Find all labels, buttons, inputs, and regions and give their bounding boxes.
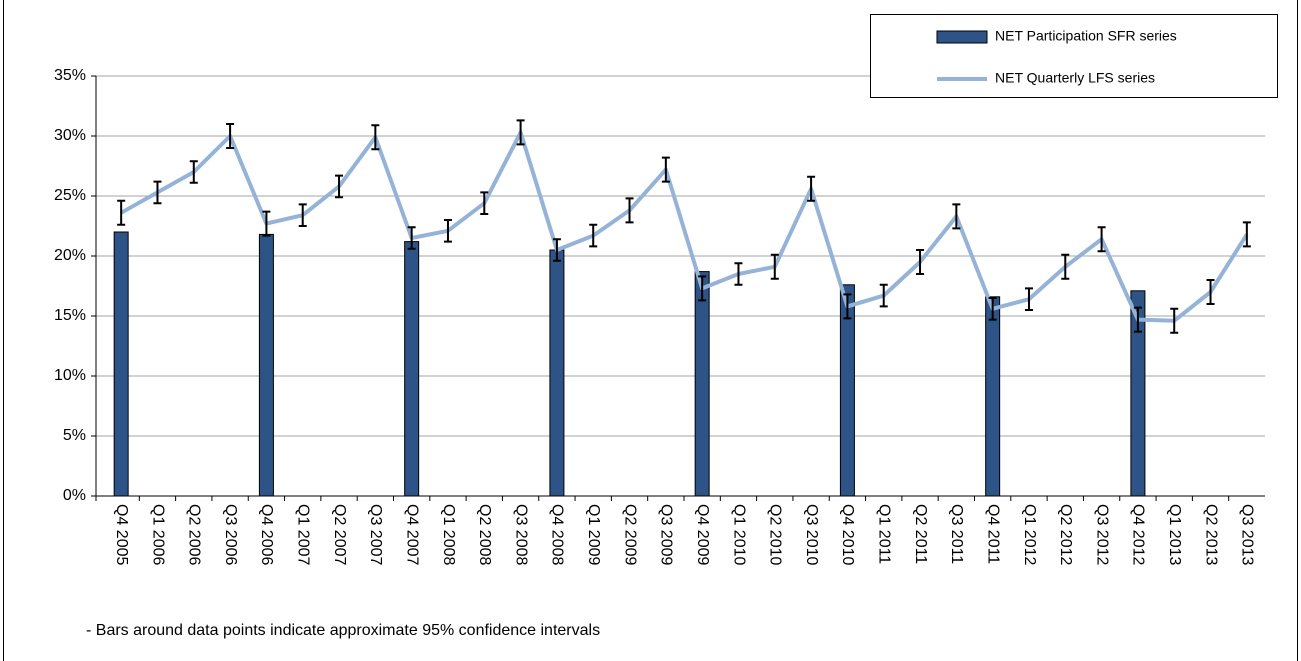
x-tick-label: Q4 2010 [839, 504, 856, 565]
error-bar [1024, 287, 1033, 311]
x-tick-label: Q2 2012 [1057, 504, 1074, 565]
x-tick-label: Q1 2011 [875, 504, 892, 564]
error-bar [734, 262, 743, 286]
error-bar [1170, 307, 1179, 334]
legend-swatch [936, 30, 988, 44]
x-tick-label: Q3 2007 [367, 504, 384, 565]
x-tick-label: Q1 2009 [585, 504, 602, 565]
bar [549, 249, 565, 497]
error-bar [879, 283, 888, 308]
error-bar [916, 249, 925, 275]
x-tick-label: Q2 2009 [621, 504, 638, 565]
error-bar [1061, 253, 1070, 280]
legend: NET Participation SFR series NET Quarterl… [870, 14, 1278, 98]
x-tick-label: Q2 2007 [331, 504, 348, 565]
error-bar [226, 123, 235, 149]
error-bar [1097, 226, 1106, 253]
x-tick-label: Q1 2013 [1166, 504, 1183, 565]
y-tick-label: 10% [54, 367, 86, 384]
bar [985, 296, 1001, 497]
x-tick-label: Q1 2006 [149, 504, 166, 565]
x-tick-label: Q4 2011 [984, 504, 1001, 564]
x-tick-label: Q3 2008 [512, 504, 529, 565]
x-tick-label: Q4 2012 [1130, 504, 1147, 565]
bar [113, 231, 129, 497]
x-tick-label: Q1 2007 [294, 504, 311, 565]
x-tick-label: Q4 2008 [549, 504, 566, 565]
x-tick-label: Q2 2013 [1202, 504, 1219, 565]
x-tick-label: Q2 2008 [476, 504, 493, 565]
line [120, 130, 1249, 323]
bar [404, 241, 420, 497]
error-bar [625, 197, 634, 224]
x-tick-label: Q4 2005 [113, 504, 130, 565]
error-bar [552, 238, 561, 262]
annotation: - Bars around data points indicate appro… [86, 622, 600, 639]
x-tick-label: Q3 2012 [1093, 504, 1110, 565]
y-tick-label: 0% [63, 487, 86, 504]
error-bar [807, 175, 816, 202]
x-tick-label: Q3 2009 [658, 504, 675, 565]
bar [694, 271, 710, 497]
error-bar [589, 223, 598, 248]
x-tick-label: Q4 2007 [403, 504, 420, 565]
legend-label: NET Quarterly LFS series [995, 70, 1155, 86]
y-tick-label: 15% [54, 307, 86, 324]
y-tick-label: 25% [54, 187, 86, 204]
error-bar [480, 191, 489, 215]
error-bar [335, 174, 344, 199]
error-bar [698, 275, 707, 302]
error-bar [770, 253, 779, 280]
y-tick-label: 20% [54, 247, 86, 264]
x-tick-label: Q2 2011 [912, 504, 929, 564]
x-tick-label: Q2 2010 [767, 504, 784, 565]
y-tick-label: 5% [63, 427, 86, 444]
x-tick-label: Q3 2010 [803, 504, 820, 565]
chart-border [3, 0, 1298, 661]
error-bar [988, 297, 997, 321]
error-bar [262, 210, 271, 237]
error-bar [843, 293, 852, 320]
x-tick-label: Q2 2006 [186, 504, 203, 565]
x-tick-label: Q4 2009 [694, 504, 711, 565]
error-bar [298, 203, 307, 227]
error-bar [1133, 306, 1142, 333]
error-bar [1242, 221, 1251, 248]
error-bar [1206, 279, 1215, 305]
x-tick-label: Q4 2006 [258, 504, 275, 565]
x-tick-label: Q1 2008 [440, 504, 457, 565]
legend-box [870, 14, 1278, 98]
error-bar [117, 199, 126, 226]
error-bar [153, 180, 162, 205]
bar [258, 233, 274, 497]
error-bar [407, 226, 416, 250]
legend-label: NET Participation SFR series [995, 28, 1177, 44]
x-tick-label: Q3 2013 [1239, 504, 1256, 565]
error-bar [443, 219, 452, 243]
error-bar [516, 119, 525, 146]
x-tick-label: Q3 2011 [948, 504, 965, 564]
error-bar [661, 156, 670, 183]
y-tick-label: 35% [54, 67, 86, 84]
error-bar [952, 203, 961, 230]
error-bar [189, 160, 198, 184]
error-bar [371, 124, 380, 151]
x-tick-label: Q1 2010 [730, 504, 747, 565]
y-tick-label: 30% [54, 127, 86, 144]
x-tick-label: Q1 2012 [1021, 504, 1038, 565]
x-tick-label: Q3 2006 [222, 504, 239, 565]
